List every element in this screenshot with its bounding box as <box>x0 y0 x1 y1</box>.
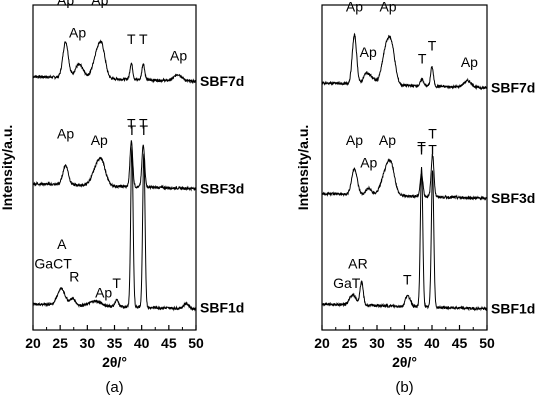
trace-sbf7d <box>321 32 488 91</box>
x-tick-label: 40 <box>424 335 440 351</box>
x-tick-label: 20 <box>25 335 41 351</box>
panel-label: (a) <box>105 379 123 396</box>
x-tick-label: 50 <box>188 335 204 351</box>
peak-label: A <box>57 236 67 252</box>
x-tick-label: 35 <box>107 335 123 351</box>
peak-label: T <box>417 142 426 158</box>
peak-label: Ap <box>91 132 108 148</box>
peak-label: Ap <box>346 132 363 148</box>
y-axis-title: Intensity/a.u. <box>295 125 311 211</box>
peak-label: T <box>139 31 148 47</box>
peak-label: Ap <box>360 155 377 171</box>
x-tick-label: 50 <box>479 335 495 351</box>
peak-label: Ap <box>91 0 108 8</box>
peak-label: T <box>128 122 137 138</box>
trace-sbf3d <box>32 140 197 192</box>
trace-sbf1d <box>321 167 488 312</box>
peak-label: GaT <box>333 275 361 291</box>
series-label-sbf1d: SBF1d <box>200 299 244 315</box>
series-label-sbf3d: SBF3d <box>491 190 535 206</box>
panel-label: (b) <box>395 379 413 396</box>
peak-label: A <box>348 255 358 271</box>
x-tick-label: 40 <box>134 335 150 351</box>
x-tick-label: 25 <box>342 335 358 351</box>
peak-label: Ap <box>170 47 187 63</box>
peak-label: T <box>127 31 136 47</box>
trace-sbf7d <box>32 39 197 85</box>
peak-label: T <box>140 122 149 138</box>
peak-label: T <box>428 125 437 141</box>
peak-label: R <box>69 268 79 284</box>
peak-label: T <box>428 38 437 54</box>
peak-label: Ap <box>379 0 396 15</box>
peak-label: Ap <box>360 44 377 60</box>
series-label-sbf7d: SBF7d <box>200 73 244 89</box>
peak-label: GaCT <box>34 255 72 271</box>
x-tick-label: 45 <box>161 335 177 351</box>
x-tick-label: 35 <box>397 335 413 351</box>
peak-label: Ap <box>346 0 363 15</box>
x-tick-label: 30 <box>80 335 96 351</box>
peak-label: Ap <box>57 0 74 8</box>
peak-label: Ap <box>95 285 112 301</box>
series-label-sbf7d: SBF7d <box>491 80 535 96</box>
trace-sbf1d <box>32 146 197 312</box>
y-axis-title: Intensity/a.u. <box>0 125 15 211</box>
x-axis-title: 2θ/° <box>102 354 127 370</box>
series-label-sbf1d: SBF1d <box>491 301 535 317</box>
peak-label: T <box>112 275 121 291</box>
series-label-sbf3d: SBF3d <box>200 180 244 196</box>
peak-label: Ap <box>461 54 478 70</box>
peak-label: Ap <box>57 125 74 141</box>
x-tick-label: 30 <box>369 335 385 351</box>
peak-label: R <box>358 255 368 271</box>
peak-label: Ap <box>69 25 86 41</box>
peak-label: T <box>417 138 426 154</box>
x-tick-label: 20 <box>314 335 330 351</box>
trace-sbf3d <box>321 153 488 201</box>
x-tick-label: 25 <box>52 335 68 351</box>
peak-label: T <box>428 142 437 158</box>
peak-label: T <box>418 51 427 67</box>
peak-label: Ap <box>379 132 396 148</box>
peak-label: T <box>403 272 412 288</box>
x-tick-label: 45 <box>452 335 468 351</box>
peak-label: T <box>127 116 136 132</box>
peak-label: T <box>139 116 148 132</box>
x-axis-title: 2θ/° <box>392 354 417 370</box>
